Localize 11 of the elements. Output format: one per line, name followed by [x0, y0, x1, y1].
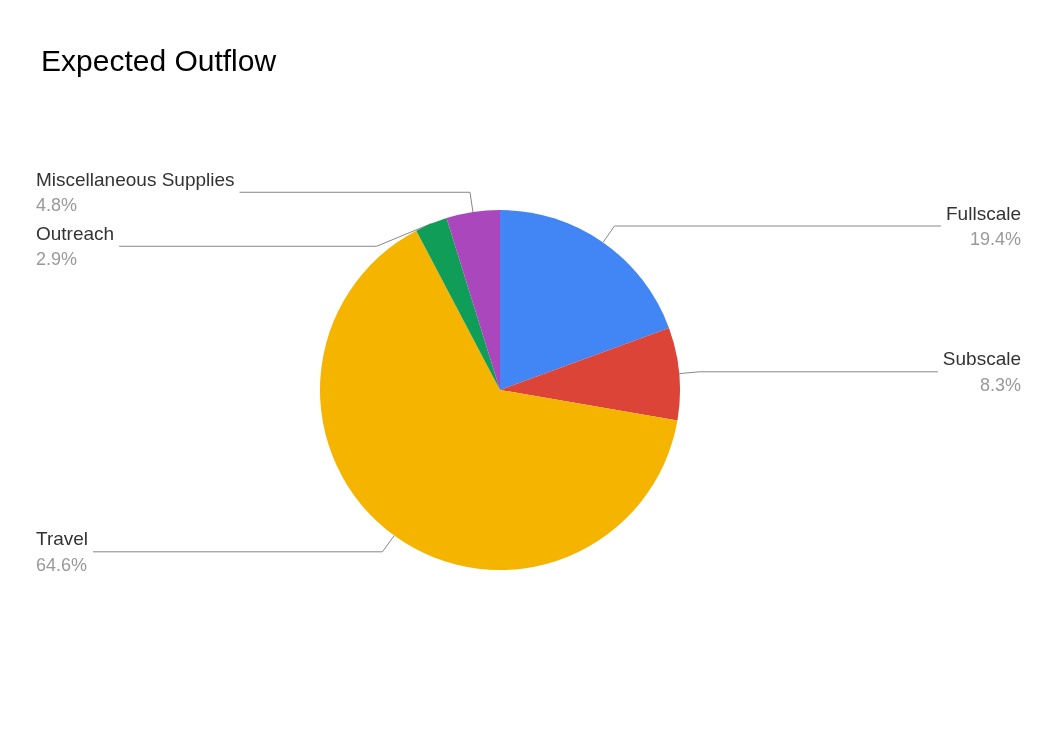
data-label: 8.3% — [979, 374, 1021, 395]
data-label: 19.4% — [969, 229, 1021, 250]
slice-label: Travel — [36, 528, 89, 550]
chart-title: Expected Outflow — [41, 43, 277, 77]
slice-label: Miscellaneous Supplies — [36, 168, 235, 190]
data-label: 64.6% — [36, 554, 88, 575]
data-label: 2.9% — [36, 249, 78, 270]
slice-label: Fullscale — [946, 202, 1021, 224]
slice-label: Subscale — [942, 348, 1021, 370]
data-label: 4.8% — [36, 195, 78, 216]
slice-label: Outreach — [36, 222, 115, 244]
